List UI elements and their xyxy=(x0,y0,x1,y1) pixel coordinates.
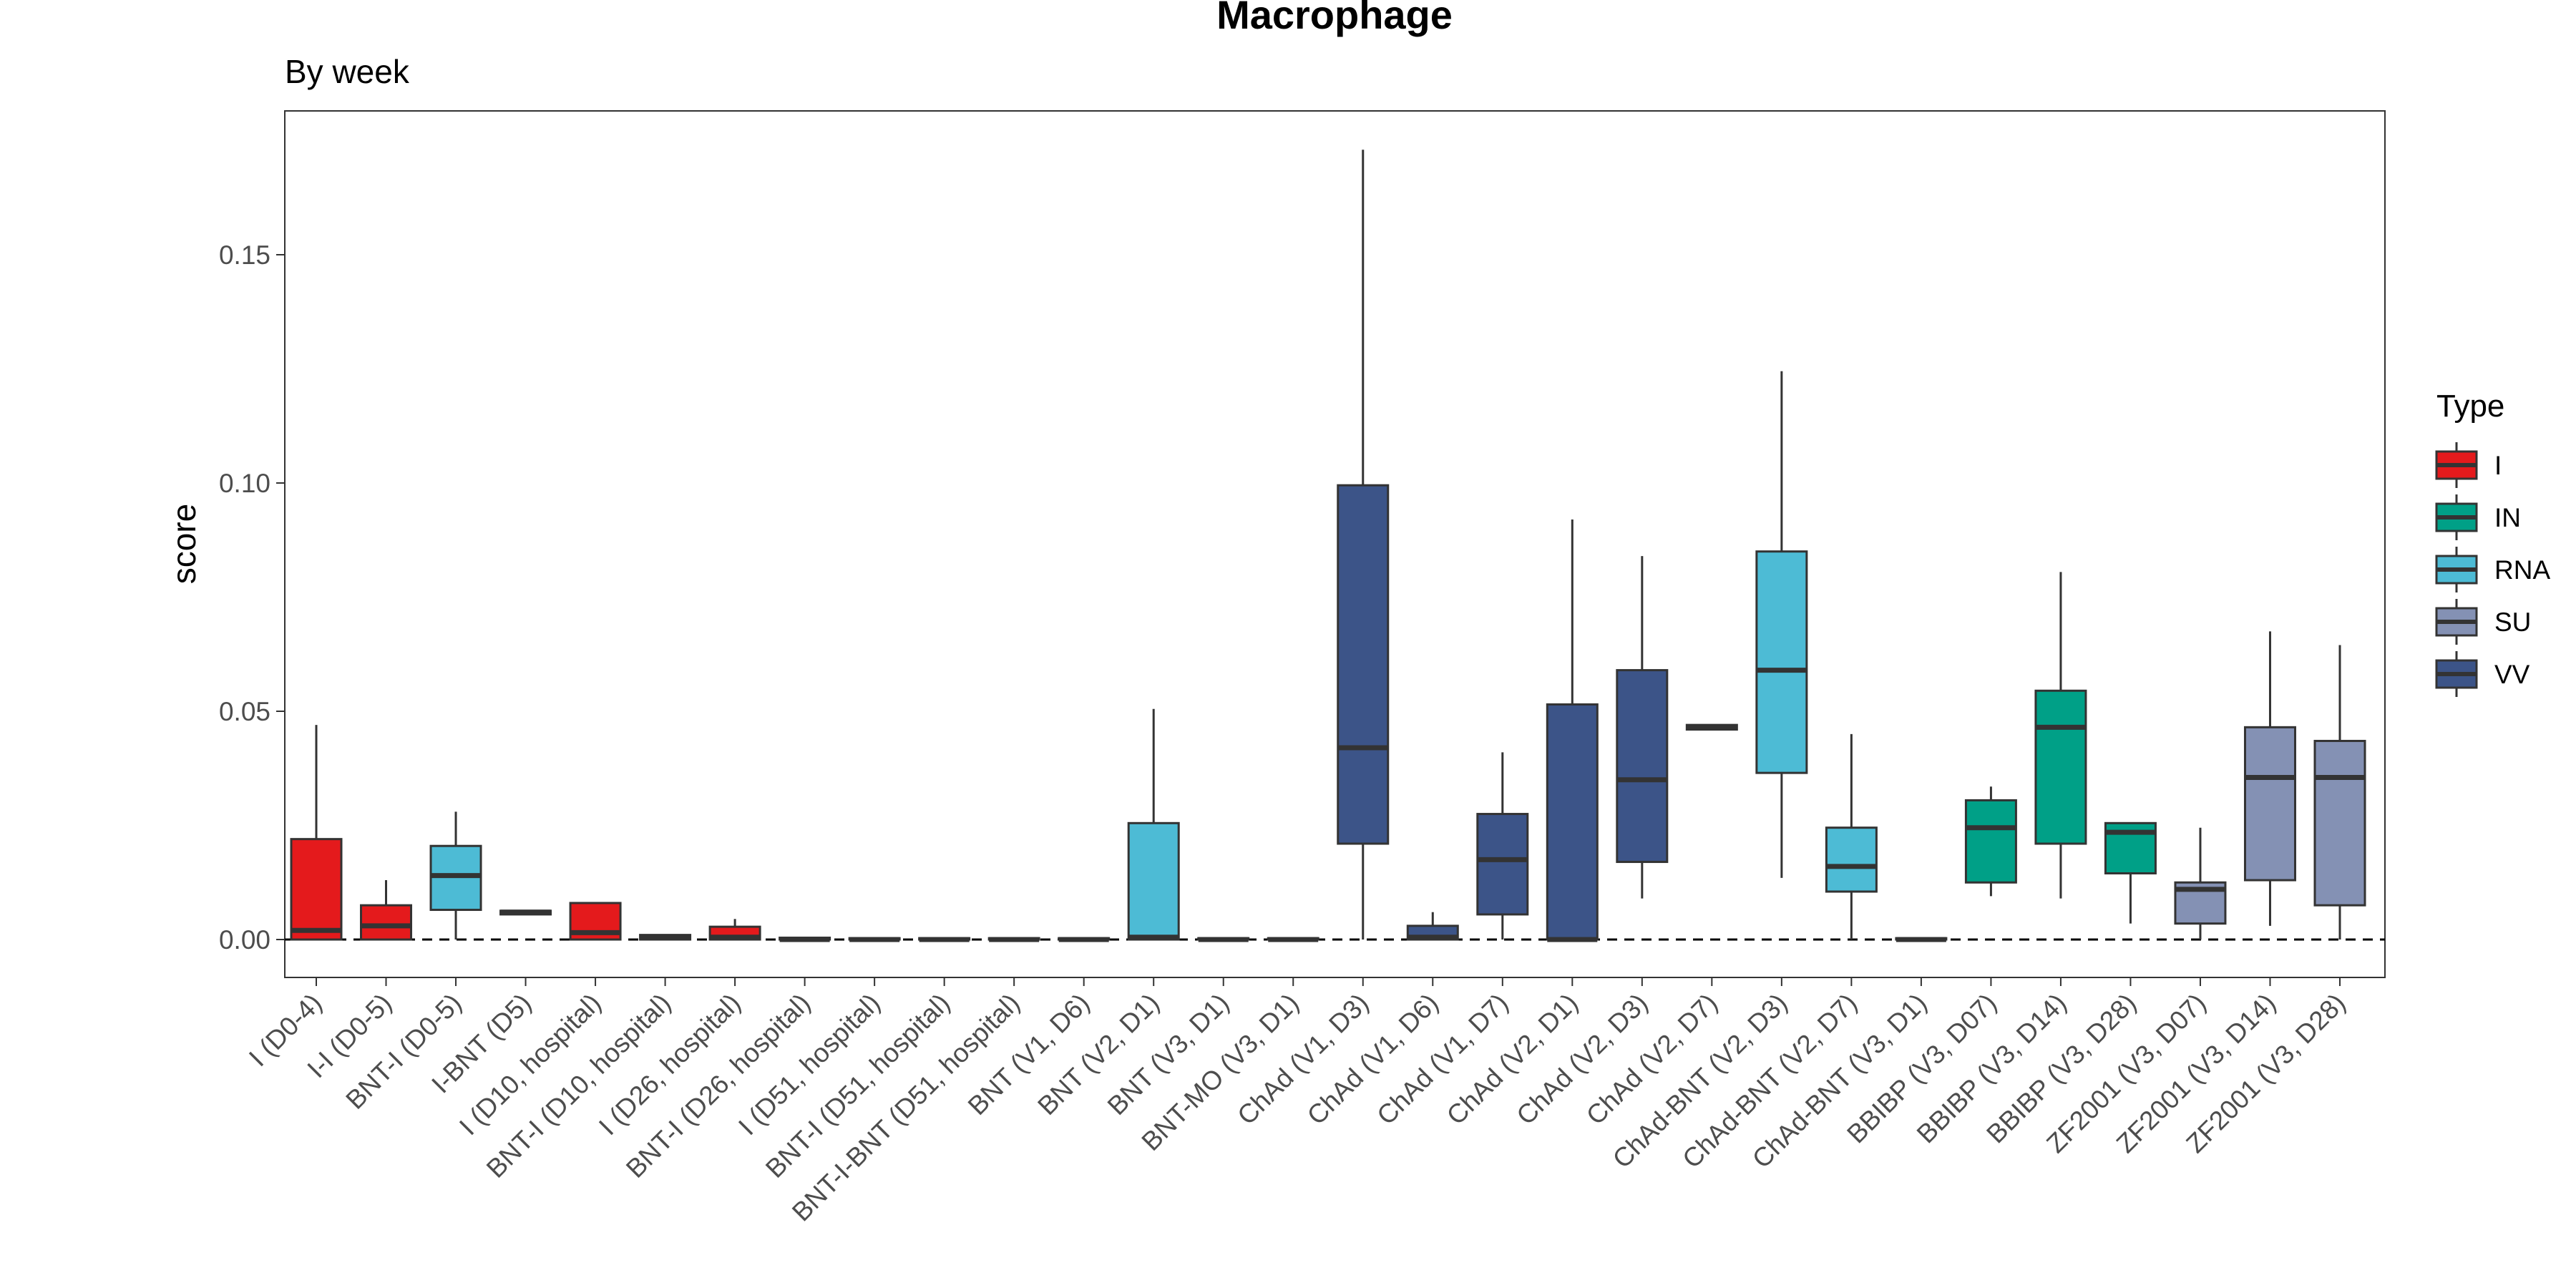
legend-label: I xyxy=(2494,451,2502,480)
chart-subtitle: By week xyxy=(285,53,410,90)
box-24 xyxy=(1964,786,2017,897)
box-body xyxy=(1825,826,1878,893)
legend-item-vv: VV xyxy=(2435,651,2530,697)
legend-item-su: SU xyxy=(2435,599,2531,645)
chart-title: Macrophage xyxy=(1216,0,1453,37)
plot-panel xyxy=(284,110,2386,978)
y-tick-label: 0.05 xyxy=(219,697,270,726)
box-body xyxy=(2243,726,2296,882)
box-body xyxy=(360,904,413,941)
box-body xyxy=(2034,689,2087,845)
box-5 xyxy=(639,934,692,941)
legend-label: RNA xyxy=(2494,555,2550,585)
box-body xyxy=(1964,799,2017,884)
box-body xyxy=(1127,821,1180,941)
y-tick-label: 0.15 xyxy=(219,240,270,270)
y-axis-ticks: 0.00 0.05 0.10 0.15 xyxy=(219,240,285,955)
y-tick-label: 0.10 xyxy=(219,469,270,498)
box-body xyxy=(2313,739,2366,907)
box-9 xyxy=(918,937,971,942)
legend-title: Type xyxy=(2436,389,2504,424)
box-15 xyxy=(1337,150,1390,940)
box-21 xyxy=(1755,371,1808,878)
legend-item-i: I xyxy=(2435,442,2502,488)
box-0 xyxy=(290,725,343,941)
y-axis-title: score xyxy=(165,504,203,584)
legend-item-rna: RNA xyxy=(2435,547,2550,592)
box-7 xyxy=(779,936,831,942)
x-tick-label: BNT (V2, D1) xyxy=(1032,988,1165,1121)
x-tick-label: BNT (V1, D6) xyxy=(962,988,1096,1121)
box-12 xyxy=(1127,708,1180,941)
x-axis-ticks: I (D0-4)I-I (D0-5)BNT-I (D0-5)I-BNT (D5)… xyxy=(243,977,2351,1226)
box-1 xyxy=(360,880,413,941)
box-6 xyxy=(708,919,761,941)
box-29 xyxy=(2313,645,2366,940)
legend-label: SU xyxy=(2494,608,2531,637)
box-body xyxy=(1616,669,1669,864)
box-22 xyxy=(1825,733,1878,940)
box-27 xyxy=(2174,827,2227,940)
box-13 xyxy=(1197,937,1250,942)
box-25 xyxy=(2034,572,2087,899)
box-28 xyxy=(2243,631,2296,926)
box-14 xyxy=(1267,937,1319,942)
box-11 xyxy=(1058,937,1111,942)
box-20 xyxy=(1685,723,1738,731)
box-body xyxy=(290,838,343,941)
box-body xyxy=(1337,484,1390,845)
y-tick-label: 0.00 xyxy=(219,925,270,955)
box-4 xyxy=(569,902,622,941)
legend-item-in: IN xyxy=(2435,494,2521,540)
box-body xyxy=(1755,550,1808,774)
legend-label: IN xyxy=(2494,503,2521,532)
box-body xyxy=(1476,813,1529,916)
box-body xyxy=(1546,703,1599,941)
box-8 xyxy=(848,937,901,942)
box-26 xyxy=(2104,821,2157,924)
box-19 xyxy=(1616,556,1669,899)
x-tick-label: BNT (V3, D1) xyxy=(1102,988,1235,1121)
box-16 xyxy=(1406,912,1459,941)
box-2 xyxy=(429,811,482,940)
box-23 xyxy=(1895,937,1948,942)
legend-label: VV xyxy=(2494,660,2530,689)
box-17 xyxy=(1476,752,1529,940)
box-18 xyxy=(1546,519,1599,942)
box-series xyxy=(290,150,2366,942)
box-3 xyxy=(499,909,552,916)
legend: Type I IN RNA SU VV xyxy=(2435,389,2550,697)
box-10 xyxy=(987,937,1040,942)
